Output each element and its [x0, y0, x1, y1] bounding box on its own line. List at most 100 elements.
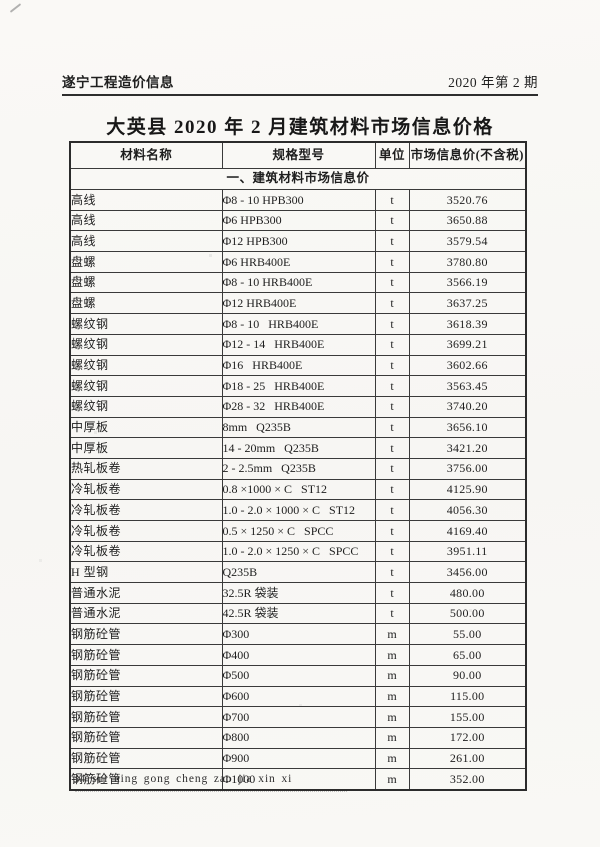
cell-name: 高线 [69, 209, 223, 232]
cell-price: 3699.21 [408, 333, 527, 356]
cell-unit: t [374, 292, 410, 315]
cell-spec: 2 - 2.5mm Q235B [221, 457, 376, 480]
cell-name: 冷轧板卷 [69, 520, 223, 542]
cell-spec: Φ600 [221, 685, 376, 708]
material-price-table: 材料名称 规格型号 单位 市场信息价(不含税) 一、建筑材料市场信息价 高线 Φ8… [69, 141, 527, 791]
table-row: 冷轧板卷 0.5 × 1250 × C SPCC t 4169.40 [69, 520, 527, 542]
table-row: 钢筋砼管 Φ900 m 261.00 [69, 747, 527, 770]
cell-spec: Φ16 HRB400E [221, 354, 376, 377]
cell-name: H 型钢 [69, 561, 223, 584]
cell-name: 钢筋砼管 [69, 685, 223, 708]
cell-price: 3740.20 [408, 395, 527, 418]
table-row: 钢筋砼管 Φ1000 m 352.00 [69, 768, 527, 791]
cell-spec: 14 - 20mm Q235B [221, 437, 376, 459]
cell-unit: m [374, 685, 410, 708]
page-title: 大英县 2020 年 2 月建筑材料市场信息价格 [106, 117, 494, 138]
cell-spec: Φ500 [221, 664, 376, 687]
table-row: 普通水泥 42.5R 袋装 t 500.00 [69, 602, 527, 625]
cell-unit: t [374, 189, 410, 211]
cell-unit: t [374, 478, 410, 501]
cell-unit: t [374, 520, 410, 542]
cell-name: 螺纹钢 [69, 313, 223, 335]
cell-price: 3618.39 [408, 313, 527, 335]
cell-spec: Φ800 [221, 726, 376, 749]
running-head: 遂宁工程造价信息 2020 年第 2 期 [62, 70, 538, 96]
column-header-spec: 规格型号 [221, 141, 376, 169]
cell-name: 螺纹钢 [69, 333, 223, 356]
cell-unit: t [374, 457, 410, 480]
section-title: 一、建筑材料市场信息价 [69, 168, 527, 190]
cell-name: 热轧板卷 [69, 457, 223, 480]
cell-price: 500.00 [408, 602, 527, 625]
table-row: 螺纹钢 Φ12 - 14 HRB400E t 3699.21 [69, 333, 527, 356]
table-row: 螺纹钢 Φ28 - 32 HRB400E t 3740.20 [69, 395, 527, 418]
cell-price: 4169.40 [408, 520, 527, 542]
cell-price: 261.00 [408, 747, 527, 770]
cell-price: 115.00 [408, 685, 527, 708]
table-row: 冷轧板卷 1.0 - 2.0 × 1000 × C ST12 t 4056.30 [69, 499, 527, 521]
cell-name: 钢筋砼管 [69, 706, 223, 728]
cell-spec: Φ18 - 25 HRB400E [221, 375, 376, 397]
cell-unit: t [374, 395, 410, 418]
cell-spec: 1.0 - 2.0 × 1250 × C SPCC [221, 540, 376, 563]
cell-spec: Q235B [221, 561, 376, 584]
table-row: 螺纹钢 Φ18 - 25 HRB400E t 3563.45 [69, 375, 527, 397]
cell-spec: 42.5R 袋装 [221, 602, 376, 625]
table-row: 中厚板 8mm Q235B t 3656.10 [69, 416, 527, 439]
cell-name: 中厚板 [69, 437, 223, 459]
cell-price: 3656.10 [408, 416, 527, 439]
cell-price: 3756.00 [408, 457, 527, 480]
cell-unit: t [374, 313, 410, 335]
cell-price: 3780.80 [408, 251, 527, 273]
cell-price: 4125.90 [408, 478, 527, 501]
cell-unit: t [374, 416, 410, 439]
cell-price: 3650.88 [408, 209, 527, 232]
cell-name: 螺纹钢 [69, 375, 223, 397]
section-header-row: 一、建筑材料市场信息价 [69, 168, 527, 190]
cell-unit: t [374, 230, 410, 253]
cell-price: 65.00 [408, 644, 527, 666]
cell-price: 172.00 [408, 726, 527, 749]
cell-spec: 32.5R 袋装 [221, 582, 376, 604]
cell-price: 3520.76 [408, 189, 527, 211]
table-row: 盘螺 Φ12 HRB400E t 3637.25 [69, 292, 527, 315]
cell-unit: t [374, 251, 410, 273]
cell-unit: t [374, 375, 410, 397]
journal-title: 遂宁工程造价信息 [62, 75, 174, 90]
cell-spec: Φ400 [221, 644, 376, 666]
cell-price: 3951.11 [408, 540, 527, 563]
cell-spec: Φ700 [221, 706, 376, 728]
cell-price: 155.00 [408, 706, 527, 728]
table-row: 中厚板 14 - 20mm Q235B t 3421.20 [69, 437, 527, 459]
cell-name: 盘螺 [69, 292, 223, 315]
table-row: H 型钢 Q235B t 3456.00 [69, 561, 527, 584]
cell-name: 冷轧板卷 [69, 478, 223, 501]
cell-spec: Φ28 - 32 HRB400E [221, 395, 376, 418]
scan-noise-specks [0, 0, 1, 1]
cell-price: 3456.00 [408, 561, 527, 584]
table-row: 冷轧板卷 0.8 ×1000 × C ST12 t 4125.90 [69, 478, 527, 501]
cell-name: 中厚板 [69, 416, 223, 439]
cell-unit: t [374, 561, 410, 584]
cell-unit: m [374, 706, 410, 728]
cell-spec: Φ8 - 10 HPB300 [221, 189, 376, 211]
scan-faint-dotted-line [75, 791, 347, 792]
table-header: 材料名称 规格型号 单位 市场信息价(不含税) [69, 141, 527, 169]
cell-spec: Φ6 HRB400E [221, 251, 376, 273]
cell-unit: m [374, 644, 410, 666]
cell-unit: t [374, 437, 410, 459]
table-row: 盘螺 Φ8 - 10 HRB400E t 3566.19 [69, 271, 527, 294]
cell-price: 3637.25 [408, 292, 527, 315]
cell-spec: Φ300 [221, 623, 376, 646]
cell-name: 钢筋砼管 [69, 726, 223, 749]
cell-spec: Φ8 - 10 HRB400E [221, 313, 376, 335]
table-row: 钢筋砼管 Φ300 m 55.00 [69, 623, 527, 646]
table-row: 钢筋砼管 Φ700 m 155.00 [69, 706, 527, 728]
cell-name: 普通水泥 [69, 582, 223, 604]
table-row: 高线 Φ6 HPB300 t 3650.88 [69, 209, 527, 232]
page-footer: 34 sui ning gong cheng zao jia xin xi [73, 773, 293, 785]
cell-price: 3602.66 [408, 354, 527, 377]
cell-unit: t [374, 540, 410, 563]
cell-spec: Φ6 HPB300 [221, 209, 376, 232]
cell-unit: t [374, 333, 410, 356]
